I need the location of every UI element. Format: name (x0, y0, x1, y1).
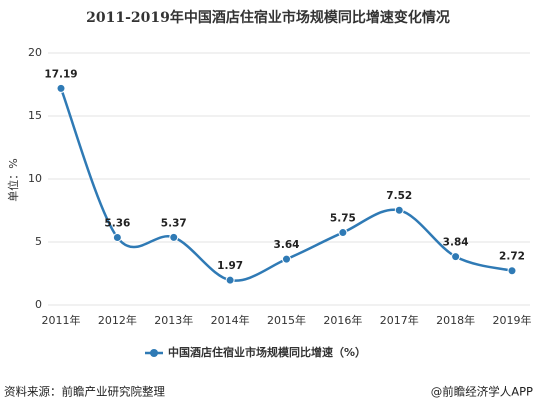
data-label: 17.19 (44, 68, 77, 80)
x-tick-label: 2018年 (436, 313, 475, 327)
data-point (169, 232, 179, 242)
x-tick-label: 2014年 (211, 313, 250, 327)
x-tick-label: 2011年 (42, 313, 81, 327)
y-axis-label: 单位：% (6, 158, 20, 201)
data-label: 2.72 (499, 251, 525, 263)
x-tick-label: 2019年 (493, 313, 532, 327)
data-point (225, 275, 235, 285)
data-label: 5.36 (104, 217, 130, 229)
data-label: 7.52 (386, 190, 412, 202)
y-tick-label: 20 (28, 46, 42, 59)
data-point (112, 232, 122, 242)
legend-marker (150, 349, 158, 357)
data-point (451, 252, 461, 262)
y-tick-label: 5 (35, 235, 42, 248)
data-point (338, 228, 348, 238)
x-tick-label: 2012年 (98, 313, 137, 327)
x-tick-label: 2016年 (323, 313, 362, 327)
y-tick-label: 0 (35, 298, 42, 311)
data-point (394, 205, 404, 215)
legend-label: 中国酒店住宿业市场规模同比增速（%） (168, 345, 366, 359)
data-point (507, 266, 517, 276)
y-tick-label: 10 (28, 172, 42, 185)
data-label: 1.97 (217, 260, 243, 272)
x-tick-label: 2013年 (154, 313, 193, 327)
x-tick-label: 2017年 (380, 313, 419, 327)
y-tick-label: 15 (28, 109, 42, 122)
data-label: 3.84 (443, 237, 469, 249)
x-tick-label: 2015年 (267, 313, 306, 327)
credit: @前瞻经济学人APP (431, 385, 533, 399)
data-label: 5.75 (330, 213, 356, 225)
series-line (59, 87, 513, 282)
data-label: 5.37 (161, 217, 187, 229)
data-point (282, 254, 291, 264)
data-label: 3.64 (274, 239, 300, 251)
data-point (56, 83, 66, 93)
source: 资料来源：前瞻产业研究院整理 (4, 385, 165, 399)
chart-title: 2011-2019年中国酒店住宿业市场规模同比增速变化情况 (86, 9, 450, 26)
